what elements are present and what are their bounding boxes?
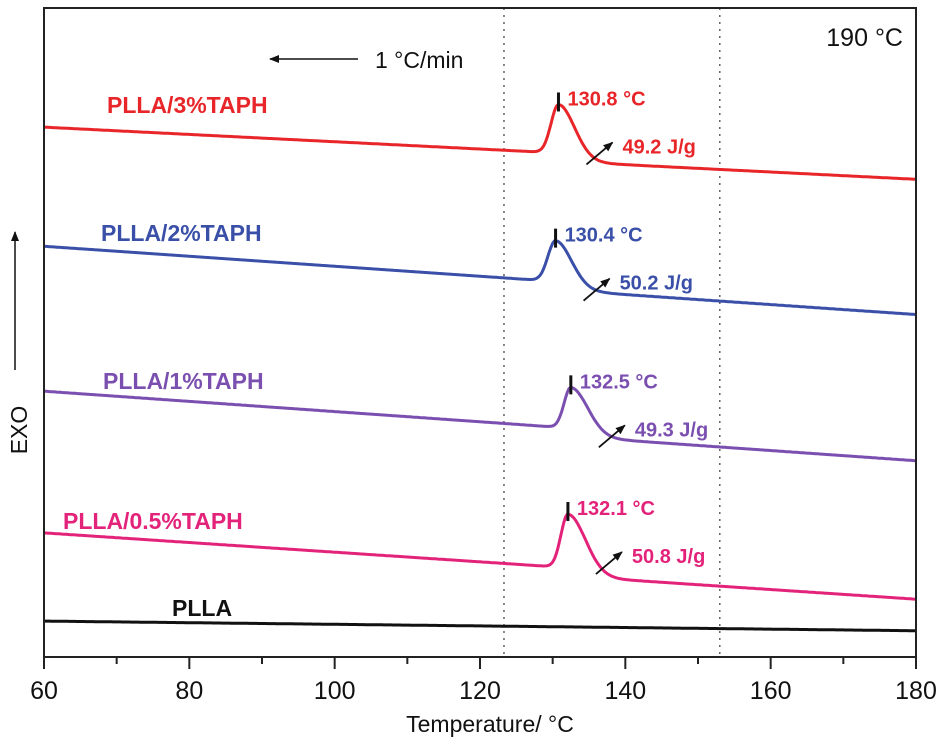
series-line (43, 103, 917, 181)
series-line (43, 512, 917, 601)
rate-annotation: 1 °C/min (269, 47, 463, 73)
enthalpy-label: 50.8 J/g (632, 546, 705, 568)
peak-temperature-label: 132.1 °C (577, 498, 655, 520)
enthalpy-arrow-icon (585, 141, 614, 166)
enthalpy-label: 49.3 J/g (635, 419, 708, 441)
series-label: PLLA/0.5%TAPH (63, 508, 243, 534)
x-tick-label: 160 (750, 677, 792, 705)
peak-temperature-label: 130.4 °C (565, 225, 643, 247)
isothermal-temperature-label: 190 °C (826, 24, 903, 52)
x-tick-label: 100 (314, 677, 356, 705)
peak-temperature-label: 132.5 °C (580, 371, 658, 393)
x-tick-label: 140 (604, 677, 646, 705)
x-axis-title: Temperature/ °C (406, 711, 574, 737)
enthalpy-label: 50.2 J/g (620, 273, 693, 295)
series-line (44, 619, 916, 633)
rate-label: 1 °C/min (375, 47, 463, 73)
series-line (43, 385, 917, 463)
x-tick-label: 120 (459, 677, 501, 705)
enthalpy-arrow-icon (595, 551, 623, 575)
series-labels: PLLA/3%TAPH 130.8 °C 49.2 J/g PLLA/2%TAPH 13… (63, 88, 708, 621)
series-label: PLLA/3%TAPH (107, 92, 268, 118)
x-axis-tick-labels: 60 80 100 120 140 160 180 (30, 677, 937, 705)
x-axis-ticks (43, 657, 917, 669)
enthalpy-arrow-icon (582, 277, 611, 302)
y-axis-title-group: EXO (6, 231, 32, 455)
series-label: PLLA (172, 595, 232, 621)
series-label: PLLA/1%TAPH (103, 368, 264, 394)
enthalpy-label: 49.2 J/g (622, 136, 695, 158)
y-axis-title: EXO (6, 406, 32, 455)
x-tick-label: 60 (30, 677, 58, 705)
x-tick-label: 180 (895, 677, 937, 705)
reference-lines (503, 8, 721, 657)
x-tick-label: 80 (175, 677, 203, 705)
peak-temperature-label: 130.8 °C (567, 88, 645, 110)
series-line (43, 239, 917, 316)
series-group (43, 103, 917, 633)
enthalpy-arrow-icon (598, 424, 626, 449)
series-label: PLLA/2%TAPH (101, 220, 262, 246)
